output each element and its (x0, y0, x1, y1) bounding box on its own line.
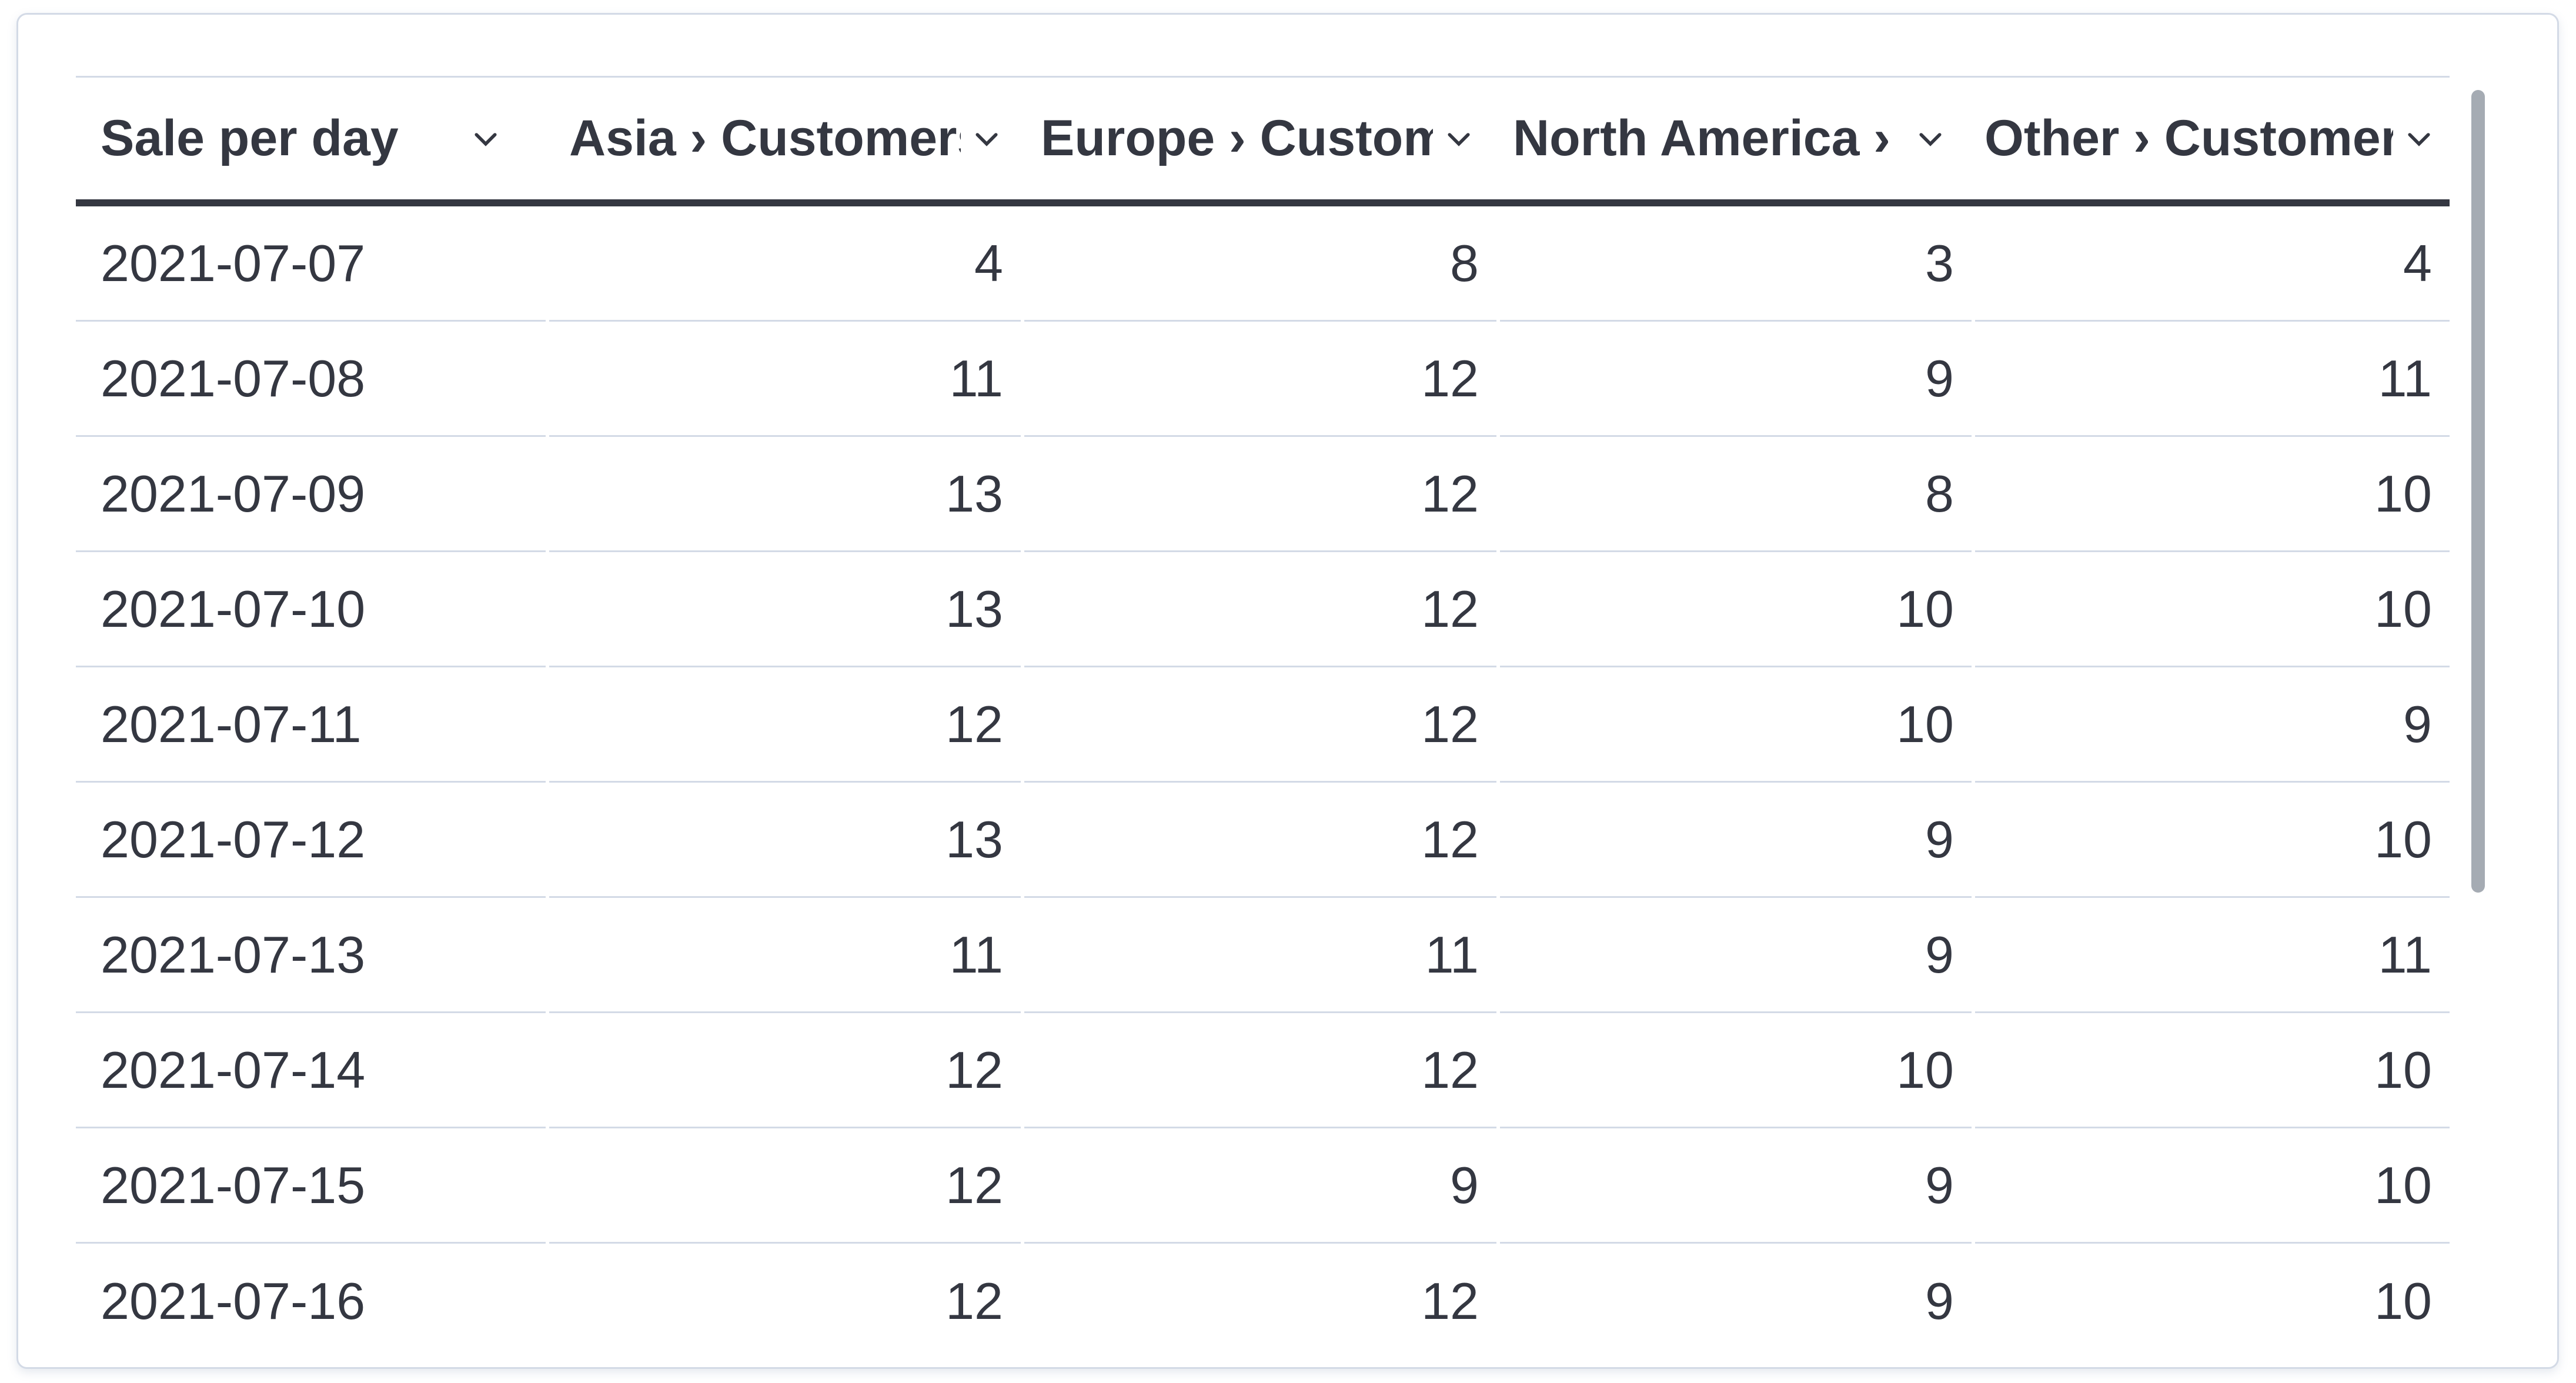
value-cell: 13 (549, 437, 1021, 552)
value-cell: 12 (549, 1128, 1021, 1244)
value-cell: 3 (1500, 206, 1972, 322)
column-header-label: Europe › Customer (1041, 110, 1433, 166)
value-cell: 4 (1975, 206, 2450, 322)
value-cell: 9 (1024, 1128, 1496, 1244)
value-cell: 10 (1975, 1128, 2450, 1244)
datatable-card: Sale per day Asia › Customers Europe › Cus… (16, 13, 2559, 1369)
column-header-label: Sale per day (101, 110, 399, 166)
date-cell: 2021-07-12 (76, 783, 546, 898)
column-header-4[interactable]: Other › Customers (1961, 78, 2450, 199)
table-row: 2021-07-16 12 12 9 10 (76, 1244, 2450, 1359)
date-cell: 2021-07-14 (76, 1013, 546, 1128)
value-cell: 12 (1024, 1013, 1496, 1128)
chevron-down-icon[interactable] (970, 122, 1003, 155)
column-header-label: Other › Customers (1984, 110, 2393, 166)
column-header-2[interactable]: Europe › Customer (1017, 78, 1489, 199)
value-cell: 11 (1024, 898, 1496, 1013)
chevron-down-icon[interactable] (1914, 122, 1947, 155)
value-cell: 12 (1024, 437, 1496, 552)
value-cell: 9 (1975, 667, 2450, 783)
date-cell: 2021-07-15 (76, 1128, 546, 1244)
value-cell: 10 (1500, 552, 1972, 667)
date-cell: 2021-07-08 (76, 322, 546, 437)
value-cell: 10 (1500, 667, 1972, 783)
value-cell: 10 (1975, 552, 2450, 667)
date-cell: 2021-07-09 (76, 437, 546, 552)
date-cell: 2021-07-10 (76, 552, 546, 667)
value-cell: 12 (1024, 322, 1496, 437)
chevron-down-icon[interactable] (2403, 122, 2435, 155)
value-cell: 12 (549, 1013, 1021, 1128)
value-cell: 10 (1975, 1013, 2450, 1128)
value-cell: 12 (1421, 1272, 1479, 1330)
value-cell: 12 (1024, 783, 1496, 898)
value-cell: 10 (1500, 1013, 1972, 1128)
value-cell: 11 (549, 322, 1021, 437)
table-row: 2021-07-09 13 12 8 10 (76, 437, 2450, 552)
value-cell: 12 (945, 1272, 1003, 1330)
value-cell: 8 (1024, 206, 1496, 322)
date-cell: 2021-07-13 (76, 898, 546, 1013)
chevron-down-icon[interactable] (1442, 122, 1475, 155)
table-row: 2021-07-10 13 12 10 10 (76, 552, 2450, 667)
column-header-label: North America › C (1513, 110, 1905, 166)
value-cell: 12 (1024, 667, 1496, 783)
value-cell: 11 (1975, 898, 2450, 1013)
value-cell: 10 (1975, 437, 2450, 552)
table-row: 2021-07-14 12 12 10 10 (76, 1013, 2450, 1128)
date-cell: 2021-07-07 (76, 206, 546, 322)
value-cell: 13 (549, 783, 1021, 898)
value-cell: 8 (1500, 437, 1972, 552)
value-cell: 12 (549, 667, 1021, 783)
table-row: 2021-07-13 11 11 9 11 (76, 898, 2450, 1013)
table-row: 2021-07-08 11 12 9 11 (76, 322, 2450, 437)
column-header-label: Asia › Customers (569, 110, 961, 166)
date-cell: 2021-07-16 (101, 1272, 366, 1330)
table-row: 2021-07-11 12 12 10 9 (76, 667, 2450, 783)
value-cell: 4 (549, 206, 1021, 322)
table-row: 2021-07-15 12 9 9 10 (76, 1128, 2450, 1244)
value-cell: 11 (549, 898, 1021, 1013)
column-header-1[interactable]: Asia › Customers (546, 78, 1017, 199)
value-cell: 12 (1024, 552, 1496, 667)
value-cell: 11 (1975, 322, 2450, 437)
value-cell: 9 (1500, 322, 1972, 437)
value-cell: 9 (1500, 783, 1972, 898)
value-cell: 10 (2374, 1272, 2432, 1330)
vertical-scrollbar-thumb[interactable] (2471, 90, 2485, 893)
value-cell: 9 (1500, 898, 1972, 1013)
date-cell: 2021-07-11 (76, 667, 546, 783)
value-cell: 10 (1975, 783, 2450, 898)
column-header-sale-per-day[interactable]: Sale per day (76, 78, 546, 199)
chevron-down-icon[interactable] (469, 122, 502, 155)
table-header-row: Sale per day Asia › Customers Europe › Cus… (76, 76, 2450, 206)
column-header-3[interactable]: North America › C (1489, 78, 1961, 199)
sale-per-day-table: Sale per day Asia › Customers Europe › Cus… (76, 76, 2450, 1359)
value-cell: 9 (1925, 1272, 1954, 1330)
table-body: 2021-07-07 4 8 3 4 2021-07-08 11 12 9 11 2021-07-0… (76, 206, 2450, 1359)
table-row: 2021-07-12 13 12 9 10 (76, 783, 2450, 898)
value-cell: 13 (549, 552, 1021, 667)
table-row: 2021-07-07 4 8 3 4 (76, 206, 2450, 322)
value-cell: 9 (1500, 1128, 1972, 1244)
